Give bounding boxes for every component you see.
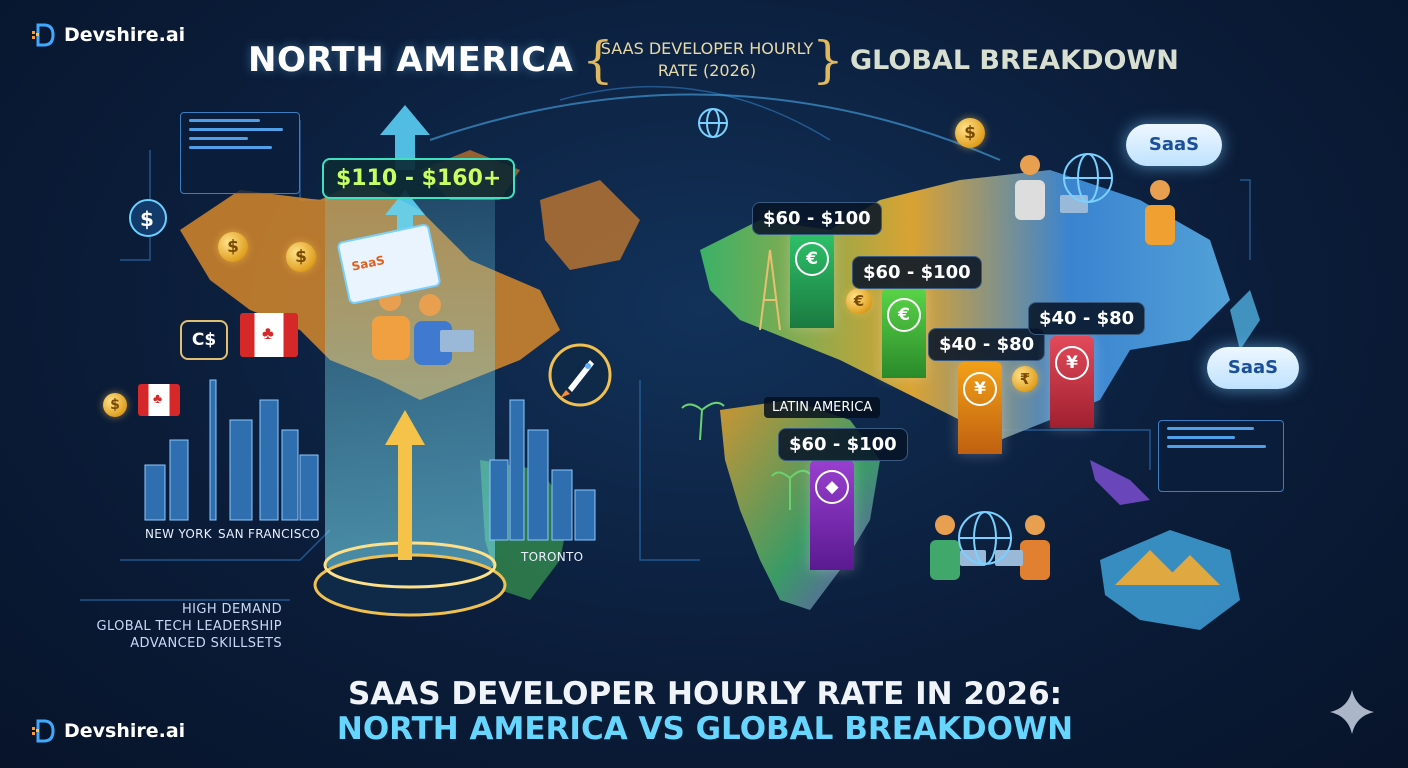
rate-western-europe: $60 - $100 [752,202,882,235]
pillar-east-asia: ¥ [1050,336,1094,428]
yen-icon: ¥ [963,372,997,406]
header-left-title: NORTH AMERICA [248,40,574,80]
brand-bottom: Devshire.ai [30,718,185,744]
rate-east-asia: $40 - $80 [1028,302,1146,335]
city-label-san-francisco: SAN FRANCISCO [218,527,321,541]
north-america-rate: $110 - $160+ [322,158,516,199]
sparkle-icon [1330,690,1374,734]
header-right-title: GLOBAL BREAKDOWN [850,45,1179,76]
eiffel-tower-icon [759,249,781,331]
canada-flag-icon: ♣ [240,313,298,357]
saas-cloud: SaaS [1207,347,1299,389]
pillar-south-asia: ¥ [958,362,1002,454]
coin-icon: ₹ [1012,366,1038,392]
brand-name: Devshire.ai [64,24,186,46]
brand-top: Devshire.ai [30,22,185,48]
header-center-title: SAAS DEVELOPER HOURLY RATE (2026) [600,39,814,80]
devshire-logo-icon [30,22,56,48]
pyramids-icon [1115,550,1220,585]
driver-high-demand: HIGH DEMAND [181,602,282,617]
code-panel [180,112,300,194]
city-label-new-york: NEW YORK [145,527,212,541]
canada-flag-icon: ♣ [138,384,180,416]
pillar-latin-america: ◆ [810,460,854,570]
latin-america-label: LATIN AMERICA [764,397,881,418]
brace-left: { [582,31,614,89]
saas-cloud: SaaS [1126,124,1222,166]
coin-icon: $ [218,232,248,262]
driver-global-tech-leadership: GLOBAL TECH LEADERSHIP [96,619,282,634]
na-skyline [144,379,319,521]
developers-illustration [372,155,1175,580]
diamond-icon: ◆ [815,470,849,504]
saas-screen-label: SaaS [350,252,386,274]
code-panel [1158,420,1284,492]
pillar-eastern-europe: € [882,288,926,378]
footer-title-line-2: NORTH AMERICA VS GLOBAL BREAKDOWN [336,711,1074,747]
toronto-skyline [489,399,596,541]
up-arrow-icon [380,105,430,240]
driver-advanced-skillsets: ADVANCED SKILLSETS [130,636,282,651]
coin-icon: $ [286,242,316,272]
city-label-toronto: TORONTO [521,550,584,564]
devshire-logo-icon [30,718,56,744]
euro-icon: € [795,242,829,276]
cad-currency-badge: C$ [180,320,228,360]
rate-latin-america: $60 - $100 [778,428,908,461]
dollar-icon [129,199,167,237]
brace-right: } [812,31,844,89]
rate-south-asia: $40 - $80 [928,328,1046,361]
footer-title-line-1: SAAS DEVELOPER HOURLY RATE IN 2026: [347,676,1063,712]
rate-eastern-europe: $60 - $100 [852,256,982,289]
dollar-icon-glyph: $ [140,207,154,231]
brand-name: Devshire.ai [64,720,186,742]
yen-icon: ¥ [1055,346,1089,380]
pedestal [313,553,507,617]
pillar-western-europe: € [790,232,834,328]
gold-up-arrow-icon [385,410,425,560]
euro-icon: € [887,298,921,332]
palm-tree-icon [681,401,811,510]
coin-icon: € [846,288,872,314]
coin-icon: $ [103,393,127,417]
coin-icon: $ [955,118,985,148]
globe-icon [698,108,1113,565]
